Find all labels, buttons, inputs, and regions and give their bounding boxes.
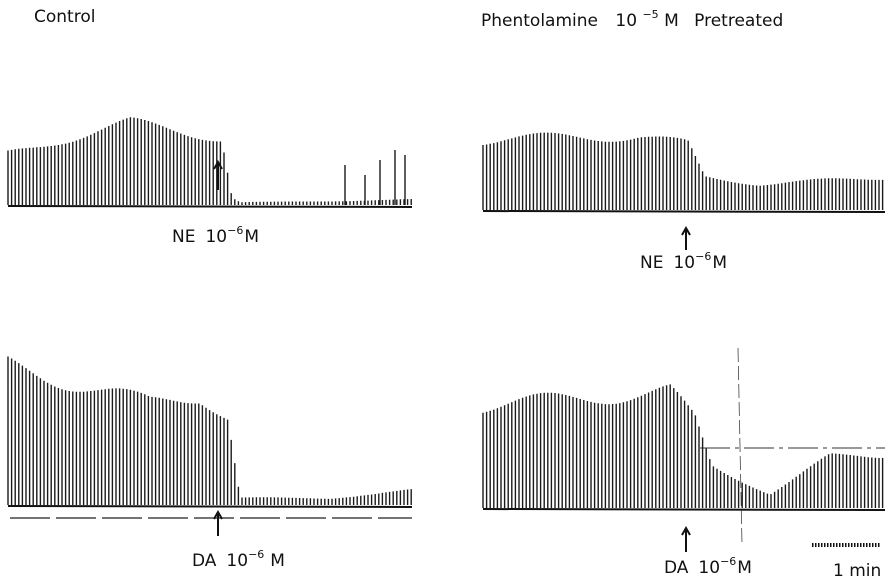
drug-label: NE 10−6M xyxy=(172,224,259,247)
drug-name: Phentolamine xyxy=(481,11,598,31)
pretreated-title: Phentolamine 10 −5 M Pretreated xyxy=(481,3,783,31)
contraction-trace xyxy=(483,384,883,508)
pretreated-label: Pretreated xyxy=(694,11,783,31)
trace-baseline xyxy=(483,509,885,510)
conc-unit: M xyxy=(712,253,727,273)
conc-unit: M xyxy=(244,227,259,247)
drug-label: NE 10−6M xyxy=(640,250,727,273)
conc-unit: M xyxy=(737,558,752,578)
ref-dash-vertical xyxy=(738,348,742,545)
conc-exponent: −6 xyxy=(227,224,243,237)
conc-exponent: −6 xyxy=(248,548,264,561)
drug-name: DA xyxy=(192,551,217,571)
drug-arrow xyxy=(682,528,690,552)
conc-exponent: −6 xyxy=(720,555,736,568)
conc-base: 10 xyxy=(615,11,637,31)
drug-name: NE xyxy=(172,227,195,247)
contraction-trace xyxy=(8,117,411,205)
conc-unit: M xyxy=(270,551,285,571)
conc-base: 10 xyxy=(205,227,227,247)
drug-arrow xyxy=(214,512,222,536)
conc-unit: M xyxy=(664,11,679,31)
contraction-trace xyxy=(483,133,883,210)
figure: Control Phentolamine 10 −5 M Pretreated … xyxy=(0,0,890,581)
conc-base: 10 xyxy=(673,253,695,273)
control-title: Control xyxy=(34,7,95,27)
conc-exponent: −6 xyxy=(695,250,711,263)
trace-baseline xyxy=(8,206,412,207)
conc-base: 10 xyxy=(226,551,248,571)
scale-label: 1 min xyxy=(833,561,881,581)
contraction-trace xyxy=(8,357,411,506)
drug-label: DA 10−6 M xyxy=(192,548,285,571)
drug-label: DA 10−6M xyxy=(664,555,752,578)
drug-arrow xyxy=(682,228,690,250)
conc-exponent: −5 xyxy=(642,8,658,21)
drug-name: DA xyxy=(664,558,689,578)
drug-name: NE xyxy=(640,253,663,273)
trace-baseline xyxy=(8,506,412,507)
trace-baseline xyxy=(483,211,885,212)
conc-base: 10 xyxy=(698,558,720,578)
